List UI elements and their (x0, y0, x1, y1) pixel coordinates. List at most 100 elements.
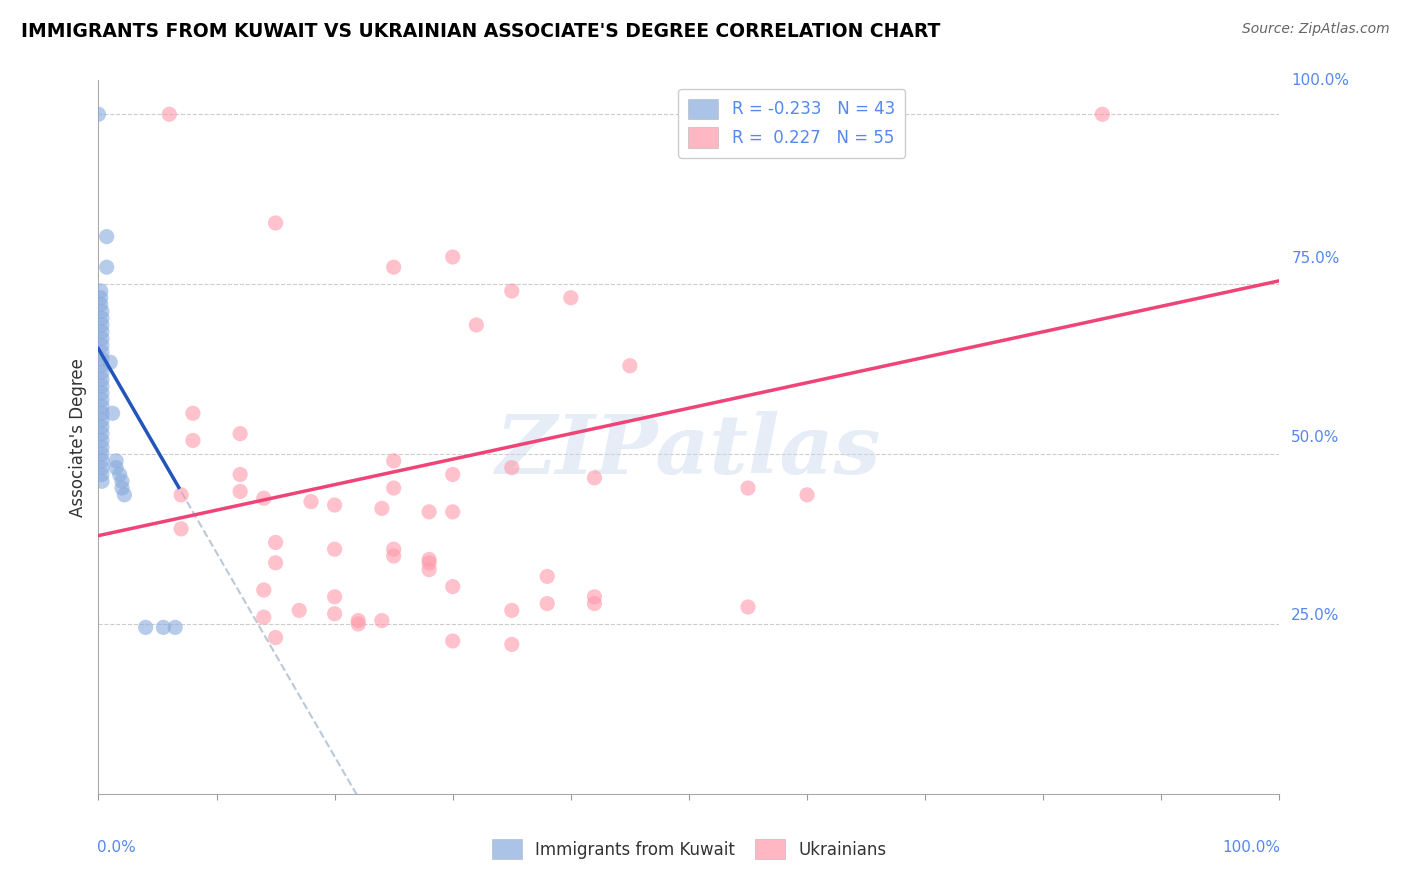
Y-axis label: Associate's Degree: Associate's Degree (69, 358, 87, 516)
Text: 50.0%: 50.0% (1291, 430, 1340, 444)
Point (371, 501, 394, 516)
Point (90, 291, 112, 305)
Point (382, 260, 405, 275)
Point (91, 475, 114, 489)
Point (108, 467, 131, 482)
Point (441, 250, 464, 264)
Point (264, 216, 287, 230)
Point (441, 505, 464, 519)
Point (91, 311, 114, 326)
Point (441, 467, 464, 482)
Point (181, 434, 204, 448)
Point (501, 460, 523, 475)
Point (91, 345, 114, 359)
Point (91, 400, 114, 414)
Point (501, 637, 523, 651)
Point (536, 597, 558, 611)
Point (465, 318, 488, 332)
Point (229, 484, 252, 499)
Text: 0.0%: 0.0% (97, 840, 136, 855)
Point (796, 488, 818, 502)
Point (583, 471, 606, 485)
Point (418, 552, 440, 566)
Point (91, 426, 114, 441)
Point (91, 372, 114, 386)
Point (91, 392, 114, 407)
Point (583, 597, 606, 611)
Point (253, 582, 276, 597)
Point (229, 426, 252, 441)
Text: 100.0%: 100.0% (1291, 73, 1350, 87)
Point (91, 351, 114, 366)
Point (288, 603, 311, 617)
Point (323, 590, 346, 604)
Text: IMMIGRANTS FROM KUWAIT VS UKRAINIAN ASSOCIATE'S DEGREE CORRELATION CHART: IMMIGRANTS FROM KUWAIT VS UKRAINIAN ASSO… (21, 22, 941, 41)
Point (135, 620, 157, 634)
Point (1091, 107, 1114, 121)
Point (583, 590, 606, 604)
Text: 100.0%: 100.0% (1223, 840, 1281, 855)
Point (501, 284, 523, 298)
Point (91, 385, 114, 400)
Point (91, 332, 114, 346)
Point (382, 549, 405, 563)
Point (737, 599, 759, 614)
Point (382, 454, 405, 468)
Point (323, 542, 346, 557)
Point (91, 454, 114, 468)
Point (91, 338, 114, 352)
Point (96, 260, 118, 275)
Point (91, 440, 114, 454)
Point (737, 481, 759, 495)
Point (441, 580, 464, 594)
Point (91, 318, 114, 332)
Point (111, 475, 134, 489)
Text: 25.0%: 25.0% (1291, 608, 1340, 623)
Point (253, 610, 276, 624)
Point (323, 607, 346, 621)
Point (91, 420, 114, 434)
Point (96, 229, 118, 244)
Point (170, 522, 193, 536)
Point (91, 379, 114, 393)
Point (91, 366, 114, 380)
Point (229, 467, 252, 482)
Point (253, 491, 276, 506)
Point (560, 291, 582, 305)
Point (347, 617, 370, 632)
Point (152, 620, 174, 634)
Point (91, 359, 114, 373)
Point (170, 488, 193, 502)
Point (501, 603, 523, 617)
Point (418, 556, 440, 570)
Point (91, 304, 114, 318)
Point (181, 406, 204, 420)
Point (91, 460, 114, 475)
Point (105, 460, 128, 475)
Point (418, 563, 440, 577)
Point (157, 107, 180, 121)
Point (619, 359, 641, 373)
Point (91, 325, 114, 339)
Point (382, 481, 405, 495)
Point (91, 467, 114, 482)
Point (323, 498, 346, 512)
Point (264, 535, 287, 549)
Point (91, 413, 114, 427)
Point (299, 494, 322, 508)
Point (112, 488, 135, 502)
Text: Source: ZipAtlas.com: Source: ZipAtlas.com (1241, 22, 1389, 37)
Point (98, 355, 121, 369)
Point (264, 631, 287, 645)
Point (371, 614, 394, 628)
Point (418, 505, 440, 519)
Text: ZIPatlas: ZIPatlas (496, 411, 882, 491)
Point (101, 406, 124, 420)
Point (87, 107, 110, 121)
Point (347, 614, 370, 628)
Point (165, 620, 187, 634)
Point (90, 297, 112, 311)
Point (91, 406, 114, 420)
Point (90, 284, 112, 298)
Point (111, 481, 134, 495)
